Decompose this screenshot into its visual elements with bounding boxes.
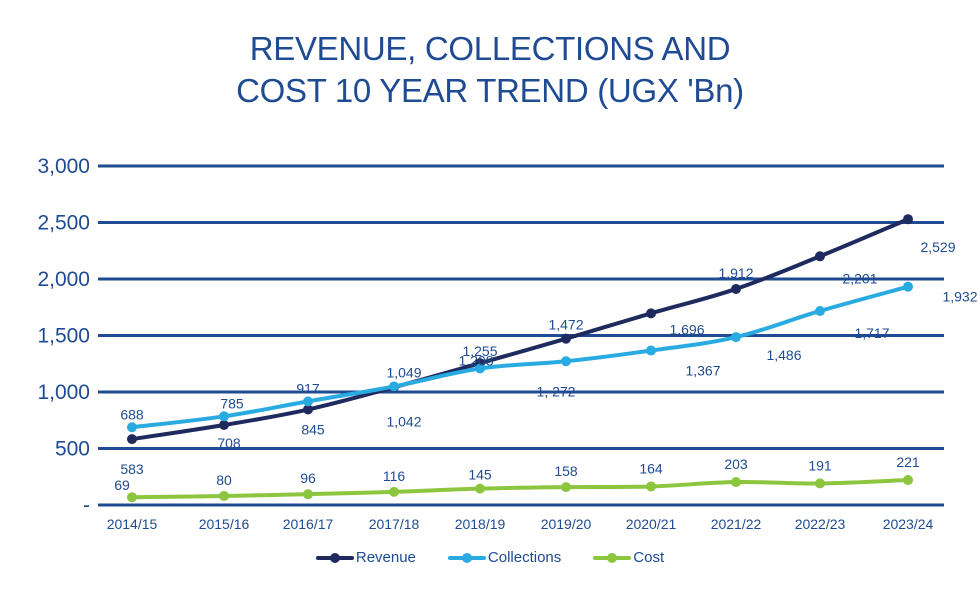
- legend-item-cost[interactable]: Cost: [593, 549, 664, 566]
- revenue-point: [219, 419, 229, 430]
- revenue-data-label: 1,255: [462, 343, 497, 359]
- revenue-data-label: 1,912: [718, 265, 753, 281]
- revenue-data-label: 1,696: [669, 321, 704, 337]
- chart-title-line-1: REVENUE, COLLECTIONS AND: [249, 30, 731, 67]
- x-tick-label: 2023/24: [883, 516, 934, 532]
- x-tick-label: 2015/16: [199, 516, 250, 532]
- revenue-data-label: 1,042: [386, 413, 421, 429]
- cost-data-label: 164: [639, 460, 663, 476]
- cost-point: [646, 481, 656, 492]
- revenue-data-label: 2,201: [842, 270, 877, 286]
- x-tick-label: 2017/18: [369, 516, 420, 532]
- cost-line-marker-icon: [593, 552, 632, 564]
- y-axis: - 500 1,000 1,500 2,000 2,500 3,000: [37, 155, 90, 517]
- chart-title-line-2: COST 10 YEAR TREND (UGX 'Bn): [236, 72, 744, 109]
- cost-data-label: 221: [896, 454, 920, 470]
- y-tick-label: -: [83, 494, 90, 517]
- cost-data-label: 158: [554, 463, 578, 479]
- x-tick-label: 2016/17: [283, 516, 334, 532]
- revenue-line-marker-icon: [315, 552, 354, 564]
- collections-point: [561, 356, 571, 367]
- collections-data-label: 1,932: [942, 289, 977, 305]
- cost-point: [475, 483, 485, 494]
- gridlines: [98, 164, 944, 507]
- collections-point: [731, 332, 741, 343]
- revenue-data-label: 2,529: [920, 239, 955, 255]
- cost-data-label: 96: [300, 470, 316, 486]
- revenue-data-label: 708: [217, 435, 241, 451]
- y-tick-label: 3,000: [37, 155, 90, 178]
- legend-label-collections: Collections: [487, 549, 562, 566]
- revenue-point: [731, 283, 741, 294]
- cost-point: [219, 490, 229, 501]
- collections-data-label: 1,717: [854, 325, 889, 341]
- revenue-point: [815, 251, 825, 262]
- cost-point: [127, 492, 137, 503]
- revenue-point: [303, 404, 313, 415]
- y-tick-label: 500: [55, 438, 90, 461]
- y-tick-label: 2,500: [37, 212, 90, 235]
- cost-point: [561, 482, 571, 493]
- cost-data-label: 191: [808, 457, 832, 473]
- collections-point: [389, 381, 399, 392]
- x-tick-label: 2019/20: [541, 516, 592, 532]
- series-group: [127, 214, 913, 503]
- legend-label-revenue: Revenue: [355, 549, 416, 566]
- revenue-point: [646, 308, 656, 319]
- cost-line: [130, 478, 910, 500]
- cost-data-label: 80: [216, 472, 232, 488]
- revenue-data-label: 583: [120, 461, 144, 477]
- x-tick-label: 2022/23: [795, 516, 846, 532]
- cost-point: [815, 478, 825, 489]
- legend: Revenue Collections Cost: [0, 549, 980, 566]
- chart-title: REVENUE, COLLECTIONS AND COST 10 YEAR TR…: [0, 28, 980, 112]
- collections-line-marker-icon: [447, 552, 486, 564]
- x-tick-label: 2014/15: [107, 516, 158, 532]
- collections-data-label: 1,049: [386, 364, 421, 380]
- revenue-data-label: 1,472: [548, 317, 583, 333]
- collections-line: [130, 284, 910, 430]
- collections-data-label: 917: [296, 380, 320, 396]
- x-tick-label: 2018/19: [455, 516, 506, 532]
- cost-data-label: 203: [724, 456, 748, 472]
- collections-data-label: 1,367: [685, 363, 720, 379]
- legend-label-cost: Cost: [633, 549, 665, 566]
- cost-point: [303, 489, 313, 500]
- revenue-data-label: 845: [301, 422, 325, 438]
- cost-point: [903, 475, 913, 486]
- collections-data-label: 785: [220, 395, 244, 411]
- legend-item-collections[interactable]: Collections: [447, 549, 562, 566]
- collections-point: [219, 411, 229, 422]
- revenue-point: [903, 214, 913, 225]
- collections-point: [127, 422, 137, 433]
- collections-data-label: 1, 272: [537, 383, 576, 399]
- collections-point: [303, 396, 313, 407]
- revenue-line: [130, 217, 910, 442]
- x-tick-label: 2021/22: [711, 516, 762, 532]
- cost-point: [731, 477, 741, 488]
- data-labels: 583 708 845 1,042 1,255 1,472 1,696 1,912 2,201 2…: [114, 239, 978, 493]
- y-tick-label: 2,000: [37, 268, 90, 291]
- x-axis: 2014/15 2015/16 2016/17 2017/18 2018/19 2019/…: [107, 516, 934, 532]
- revenue-point: [127, 434, 137, 445]
- collections-point: [815, 305, 825, 316]
- x-tick-label: 2020/21: [626, 516, 677, 532]
- collections-point: [646, 345, 656, 356]
- revenue-point: [561, 333, 571, 344]
- collections-data-label: 1,486: [766, 347, 801, 363]
- cost-data-label: 69: [114, 477, 130, 493]
- cost-data-label: 145: [468, 467, 492, 483]
- cost-point: [389, 486, 399, 497]
- collections-data-label: 688: [120, 406, 144, 422]
- y-tick-label: 1,500: [37, 325, 90, 348]
- legend-item-revenue[interactable]: Revenue: [315, 549, 416, 566]
- collections-point: [475, 363, 485, 374]
- y-tick-label: 1,000: [37, 381, 90, 404]
- collections-data-label: 1,208: [458, 352, 493, 368]
- cost-data-label: 116: [383, 468, 406, 484]
- collections-point: [903, 281, 913, 292]
